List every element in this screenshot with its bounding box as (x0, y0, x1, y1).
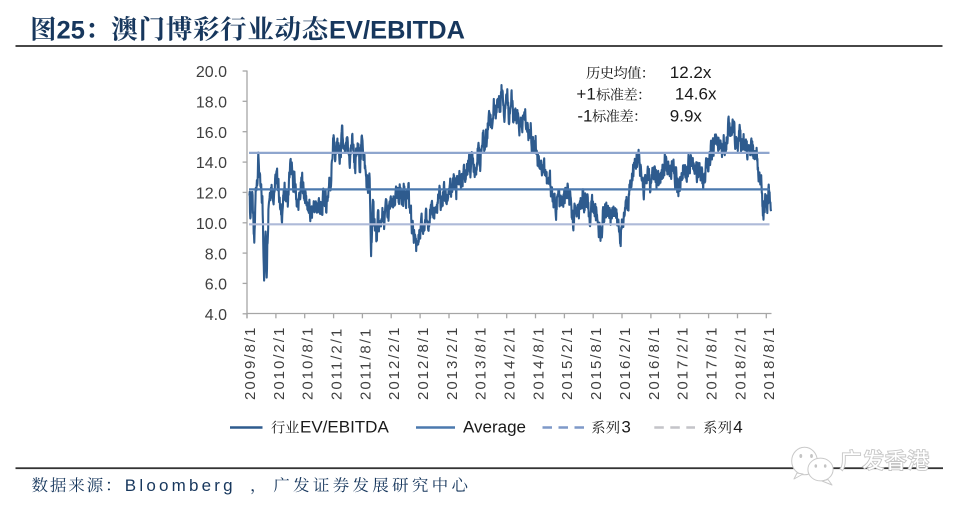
svg-text:2012/8/1: 2012/8/1 (415, 326, 432, 400)
svg-text:18.0: 18.0 (196, 95, 227, 112)
svg-text:9.9x: 9.9x (670, 106, 703, 125)
svg-text:14.0: 14.0 (196, 155, 227, 172)
svg-text:2016/2/1: 2016/2/1 (617, 326, 634, 400)
svg-text:2016/8/1: 2016/8/1 (646, 326, 663, 400)
svg-text:+1: +1 (576, 85, 595, 104)
svg-text:2011/2/1: 2011/2/1 (329, 327, 346, 400)
svg-text:Bloomberg: Bloomberg (125, 476, 236, 495)
svg-text:2010/8/1: 2010/8/1 (300, 326, 317, 400)
svg-text:EV/EBITDA: EV/EBITDA (300, 418, 389, 437)
svg-text:2011/8/1: 2011/8/1 (357, 327, 374, 400)
svg-text:Average: Average (463, 418, 526, 437)
svg-text:2012/2/1: 2012/2/1 (386, 326, 403, 400)
svg-text:2017/8/1: 2017/8/1 (704, 326, 721, 400)
svg-text:6.0: 6.0 (205, 277, 227, 294)
svg-text:2013/8/1: 2013/8/1 (473, 326, 490, 400)
svg-text:2015/8/1: 2015/8/1 (588, 326, 605, 400)
svg-text:14.6x: 14.6x (675, 85, 717, 104)
svg-text:4.0: 4.0 (205, 307, 227, 324)
svg-text:-1: -1 (577, 106, 592, 125)
svg-text:2013/2/1: 2013/2/1 (444, 326, 461, 400)
svg-text:16.0: 16.0 (196, 125, 227, 142)
svg-text:8.0: 8.0 (205, 246, 227, 263)
svg-text:2010/2/1: 2010/2/1 (271, 326, 288, 400)
svg-text:2018/8/1: 2018/8/1 (761, 326, 778, 400)
svg-text:2018/2/1: 2018/2/1 (732, 326, 749, 400)
svg-text:12.2x: 12.2x (670, 63, 712, 82)
svg-text:20.0: 20.0 (196, 64, 227, 81)
svg-text:3: 3 (621, 418, 630, 437)
svg-text:2014/2/1: 2014/2/1 (502, 326, 519, 400)
svg-text:2015/2/1: 2015/2/1 (559, 326, 576, 400)
svg-text:2009/8/1: 2009/8/1 (242, 326, 259, 400)
svg-text:4: 4 (733, 418, 742, 437)
svg-text:2014/8/1: 2014/8/1 (530, 326, 547, 400)
svg-text:2017/2/1: 2017/2/1 (675, 326, 692, 400)
svg-text:12.0: 12.0 (196, 186, 227, 203)
svg-text:10.0: 10.0 (196, 216, 227, 233)
